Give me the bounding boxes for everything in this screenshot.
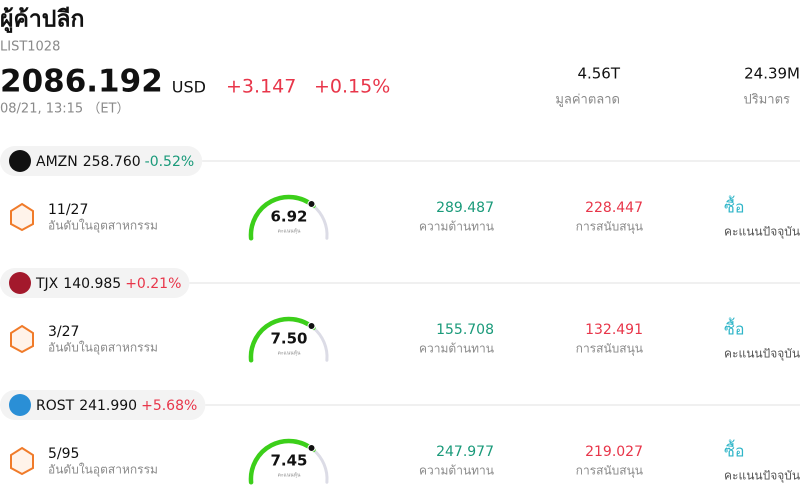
logo bbox=[9, 394, 31, 416]
stat-label: มูลค่าตลาด bbox=[555, 93, 620, 108]
action-label: คะแนนปัจจุบัน bbox=[724, 469, 800, 484]
action-label: คะแนนปัจจุบัน bbox=[724, 225, 800, 240]
ticker-change: -0.52% bbox=[145, 154, 195, 170]
score-label: คะแนนหุ้น bbox=[278, 472, 301, 479]
resistance: 155.708 bbox=[436, 322, 494, 338]
score: 7.50 bbox=[270, 330, 307, 348]
support-label: การสนับสนุน bbox=[576, 342, 643, 357]
score-label: คะแนนหุ้น bbox=[278, 228, 301, 235]
score-label: คะแนนหุ้น bbox=[278, 350, 301, 357]
time: 08/21, 13:15 （ET） bbox=[0, 102, 129, 117]
resistance: 247.977 bbox=[436, 444, 494, 460]
rank-label: อันดับในอุตสาหกรรม bbox=[48, 463, 158, 478]
resistance-label: ความต้านทาน bbox=[419, 220, 494, 234]
support-label: การสนับสนุน bbox=[576, 220, 643, 235]
score: 7.45 bbox=[270, 452, 307, 470]
ticker-change: +0.21% bbox=[125, 276, 181, 292]
action-label: คะแนนปัจจุบัน bbox=[724, 347, 800, 362]
code: LIST1028 bbox=[0, 40, 60, 55]
ticker-change: +5.68% bbox=[141, 398, 197, 414]
ticker-pill bbox=[0, 390, 206, 420]
change-percent: +0.15% bbox=[314, 76, 390, 98]
support-label: การสนับสนุน bbox=[576, 464, 643, 479]
gauge-arc bbox=[248, 438, 316, 485]
action: ซื้อ bbox=[724, 440, 744, 461]
ticker-pill bbox=[0, 268, 190, 298]
support: 228.447 bbox=[585, 200, 643, 216]
gauge-track bbox=[311, 204, 329, 240]
resistance-label: ความต้านทาน bbox=[419, 464, 494, 478]
stat-label: ปริมาตร bbox=[743, 93, 790, 108]
ticker: ROST bbox=[36, 398, 75, 414]
change: +3.147 bbox=[226, 76, 296, 98]
logo bbox=[9, 150, 31, 172]
rank: 5/95 bbox=[48, 446, 79, 462]
ticker-price: 258.760 bbox=[83, 154, 141, 170]
ticker-price: 140.985 bbox=[63, 276, 121, 292]
resistance-label: ความต้านทาน bbox=[419, 342, 494, 356]
ticker: AMZN bbox=[36, 154, 78, 170]
stat-value: 24.39M bbox=[744, 65, 800, 83]
stat-value: 4.56T bbox=[577, 65, 620, 83]
stock-row: TJX 140.985 +0.21% 3/27อันดับในอุตสาหกรรม 7.… bbox=[0, 268, 800, 363]
score: 6.92 bbox=[270, 208, 307, 226]
stock-row: ROST 241.990 +5.68% 5/95อันดับในอุตสาหกรรม 7… bbox=[0, 390, 800, 485]
gauge-track bbox=[311, 326, 329, 362]
ticker-pill bbox=[0, 146, 203, 176]
action: ซื้อ bbox=[724, 196, 744, 217]
support: 132.491 bbox=[585, 322, 643, 338]
ticker: TJX bbox=[35, 276, 59, 292]
gauge-dot bbox=[307, 200, 316, 208]
rank: 3/27 bbox=[48, 324, 79, 340]
gauge-arc bbox=[248, 194, 316, 241]
gauge-arc bbox=[248, 316, 316, 363]
rank-icon bbox=[10, 202, 34, 232]
ticker-price: 241.990 bbox=[79, 398, 137, 414]
support: 219.027 bbox=[585, 444, 643, 460]
resistance: 289.487 bbox=[436, 200, 494, 216]
gauge-dot bbox=[307, 444, 316, 452]
rank-icon bbox=[10, 324, 34, 354]
gauge-dot bbox=[307, 322, 316, 330]
rank: 11/27 bbox=[48, 202, 88, 218]
rank-label: อันดับในอุตสาหกรรม bbox=[48, 219, 158, 234]
price: 2086.192 bbox=[0, 64, 163, 100]
title: ผู้ค้าปลีก bbox=[0, 7, 84, 34]
rank-label: อันดับในอุตสาหกรรม bbox=[48, 341, 158, 356]
action: ซื้อ bbox=[724, 318, 744, 339]
logo bbox=[9, 272, 31, 294]
currency: USD bbox=[172, 78, 206, 97]
rank-icon bbox=[10, 446, 34, 476]
stock-row: AMZN 258.760 -0.52% 11/27อันดับในอุตสาหกรรม… bbox=[0, 146, 800, 241]
gauge-track bbox=[311, 448, 329, 484]
